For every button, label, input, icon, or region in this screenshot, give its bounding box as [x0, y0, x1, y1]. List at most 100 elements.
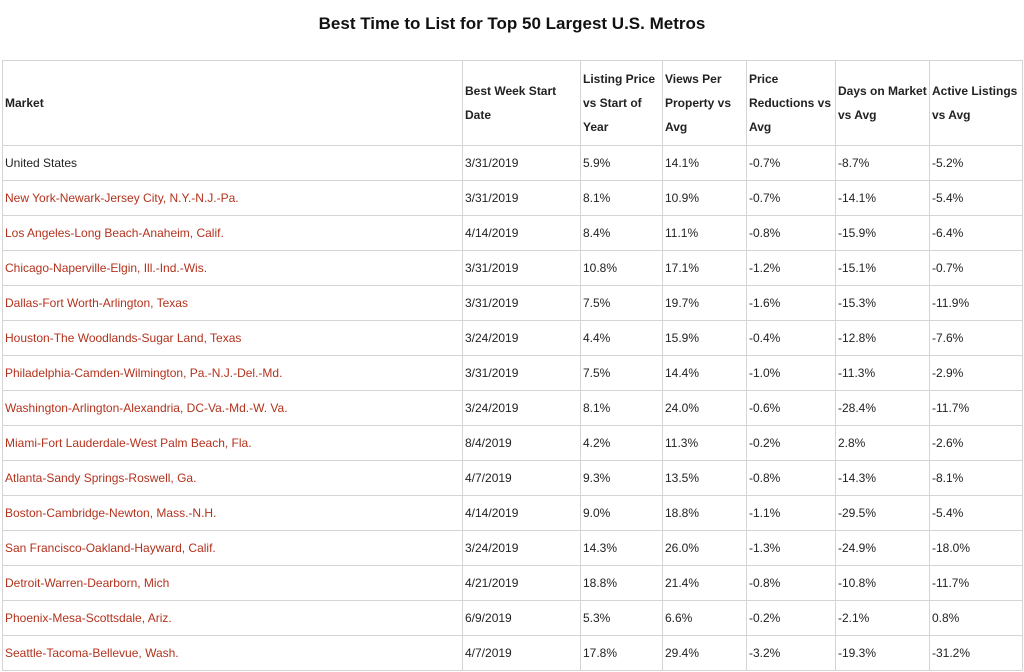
value-cell: 6/9/2019	[462, 600, 581, 636]
column-header: Views Per Property vs Avg	[662, 60, 747, 146]
market-cell: New York-Newark-Jersey City, N.Y.-N.J.-P…	[2, 180, 463, 216]
value-cell: 4.4%	[580, 320, 663, 356]
value-cell: 14.1%	[662, 145, 747, 181]
market-link[interactable]: Detroit-Warren-Dearborn, Mich	[5, 576, 170, 590]
value-cell: -15.3%	[835, 285, 930, 321]
value-cell: -24.9%	[835, 530, 930, 566]
value-cell: 3/31/2019	[462, 180, 581, 216]
table-row: Phoenix-Mesa-Scottsdale, Ariz. 6/9/2019 5.…	[2, 600, 1023, 636]
market-cell: Los Angeles-Long Beach-Anaheim, Calif.	[2, 215, 463, 251]
column-header: Listing Price vs Start of Year	[580, 60, 663, 146]
value-cell: 4.2%	[580, 425, 663, 461]
market-cell: Miami-Fort Lauderdale-West Palm Beach, F…	[2, 425, 463, 461]
value-cell: -0.7%	[746, 145, 836, 181]
market-link[interactable]: Philadelphia-Camden-Wilmington, Pa.-N.J.…	[5, 366, 283, 380]
value-cell: -0.2%	[746, 600, 836, 636]
market-cell: Philadelphia-Camden-Wilmington, Pa.-N.J.…	[2, 355, 463, 391]
value-cell: 6.6%	[662, 600, 747, 636]
value-cell: 11.1%	[662, 215, 747, 251]
value-cell: 17.1%	[662, 250, 747, 286]
value-cell: 13.5%	[662, 460, 747, 496]
market-cell: Boston-Cambridge-Newton, Mass.-N.H.	[2, 495, 463, 531]
value-cell: 7.5%	[580, 355, 663, 391]
market-link[interactable]: Washington-Arlington-Alexandria, DC-Va.-…	[5, 401, 288, 415]
table-row: Philadelphia-Camden-Wilmington, Pa.-N.J.…	[2, 355, 1023, 391]
column-header: Best Week Start Date	[462, 60, 581, 146]
value-cell: -28.4%	[835, 390, 930, 426]
market-link[interactable]: Phoenix-Mesa-Scottsdale, Ariz.	[5, 611, 172, 625]
table-row: Boston-Cambridge-Newton, Mass.-N.H. 4/14/…	[2, 495, 1023, 531]
column-header: Active Listings vs Avg	[929, 60, 1023, 146]
value-cell: 5.9%	[580, 145, 663, 181]
value-cell: 17.8%	[580, 635, 663, 671]
table-row: Detroit-Warren-Dearborn, Mich 4/21/2019 18…	[2, 565, 1023, 601]
value-cell: -1.3%	[746, 530, 836, 566]
market-link[interactable]: Seattle-Tacoma-Bellevue, Wash.	[5, 646, 179, 660]
value-cell: 5.3%	[580, 600, 663, 636]
value-cell: -0.7%	[929, 250, 1023, 286]
value-cell: 4/21/2019	[462, 565, 581, 601]
market-link[interactable]: New York-Newark-Jersey City, N.Y.-N.J.-P…	[5, 191, 239, 205]
table-row: United States 3/31/2019 5.9% 14.1% -0.7% -8.7…	[2, 145, 1023, 181]
value-cell: -1.1%	[746, 495, 836, 531]
value-cell: 3/31/2019	[462, 145, 581, 181]
market-link[interactable]: Dallas-Fort Worth-Arlington, Texas	[5, 296, 188, 310]
market-link[interactable]: Los Angeles-Long Beach-Anaheim, Calif.	[5, 226, 224, 240]
value-cell: -8.7%	[835, 145, 930, 181]
value-cell: 3/31/2019	[462, 250, 581, 286]
market-link[interactable]: San Francisco-Oakland-Hayward, Calif.	[5, 541, 216, 555]
value-cell: 8/4/2019	[462, 425, 581, 461]
value-cell: -14.1%	[835, 180, 930, 216]
value-cell: -19.3%	[835, 635, 930, 671]
value-cell: -2.6%	[929, 425, 1023, 461]
value-cell: -6.4%	[929, 215, 1023, 251]
value-cell: 3/24/2019	[462, 530, 581, 566]
value-cell: 21.4%	[662, 565, 747, 601]
market-link[interactable]: Houston-The Woodlands-Sugar Land, Texas	[5, 331, 242, 345]
value-cell: 8.4%	[580, 215, 663, 251]
value-cell: 14.4%	[662, 355, 747, 391]
page-title: Best Time to List for Top 50 Largest U.S…	[318, 14, 706, 33]
market-cell: Dallas-Fort Worth-Arlington, Texas	[2, 285, 463, 321]
metros-table: Market Best Week Start Date Listing Price …	[2, 60, 1023, 671]
value-cell: -12.8%	[835, 320, 930, 356]
header-row: Market Best Week Start Date Listing Price …	[2, 60, 1023, 146]
value-cell: 9.0%	[580, 495, 663, 531]
value-cell: -7.6%	[929, 320, 1023, 356]
market-cell: San Francisco-Oakland-Hayward, Calif.	[2, 530, 463, 566]
value-cell: -15.9%	[835, 215, 930, 251]
value-cell: 4/7/2019	[462, 635, 581, 671]
market-link[interactable]: Chicago-Naperville-Elgin, Ill.-Ind.-Wis.	[5, 261, 208, 275]
value-cell: -11.9%	[929, 285, 1023, 321]
value-cell: 18.8%	[662, 495, 747, 531]
table-row: Los Angeles-Long Beach-Anaheim, Calif. 4/…	[2, 215, 1023, 251]
market-link[interactable]: Atlanta-Sandy Springs-Roswell, Ga.	[5, 471, 197, 485]
value-cell: -1.6%	[746, 285, 836, 321]
value-cell: -3.2%	[746, 635, 836, 671]
value-cell: -14.3%	[835, 460, 930, 496]
market-cell: Washington-Arlington-Alexandria, DC-Va.-…	[2, 390, 463, 426]
market-cell: Seattle-Tacoma-Bellevue, Wash.	[2, 635, 463, 671]
value-cell: 26.0%	[662, 530, 747, 566]
value-cell: 15.9%	[662, 320, 747, 356]
table-row: Chicago-Naperville-Elgin, Ill.-Ind.-Wis.…	[2, 250, 1023, 286]
value-cell: -1.0%	[746, 355, 836, 391]
market-cell: Detroit-Warren-Dearborn, Mich	[2, 565, 463, 601]
market-cell: Chicago-Naperville-Elgin, Ill.-Ind.-Wis.	[2, 250, 463, 286]
market-cell: United States	[2, 145, 463, 181]
value-cell: -0.8%	[746, 460, 836, 496]
table-row: San Francisco-Oakland-Hayward, Calif. 3/2…	[2, 530, 1023, 566]
value-cell: -10.8%	[835, 565, 930, 601]
value-cell: 14.3%	[580, 530, 663, 566]
value-cell: -11.3%	[835, 355, 930, 391]
value-cell: 10.8%	[580, 250, 663, 286]
value-cell: 3/31/2019	[462, 355, 581, 391]
market-link[interactable]: Boston-Cambridge-Newton, Mass.-N.H.	[5, 506, 217, 520]
value-cell: 4/7/2019	[462, 460, 581, 496]
market-link[interactable]: Miami-Fort Lauderdale-West Palm Beach, F…	[5, 436, 252, 450]
value-cell: -2.9%	[929, 355, 1023, 391]
table-row: Houston-The Woodlands-Sugar Land, Texas 3…	[2, 320, 1023, 356]
value-cell: -0.6%	[746, 390, 836, 426]
